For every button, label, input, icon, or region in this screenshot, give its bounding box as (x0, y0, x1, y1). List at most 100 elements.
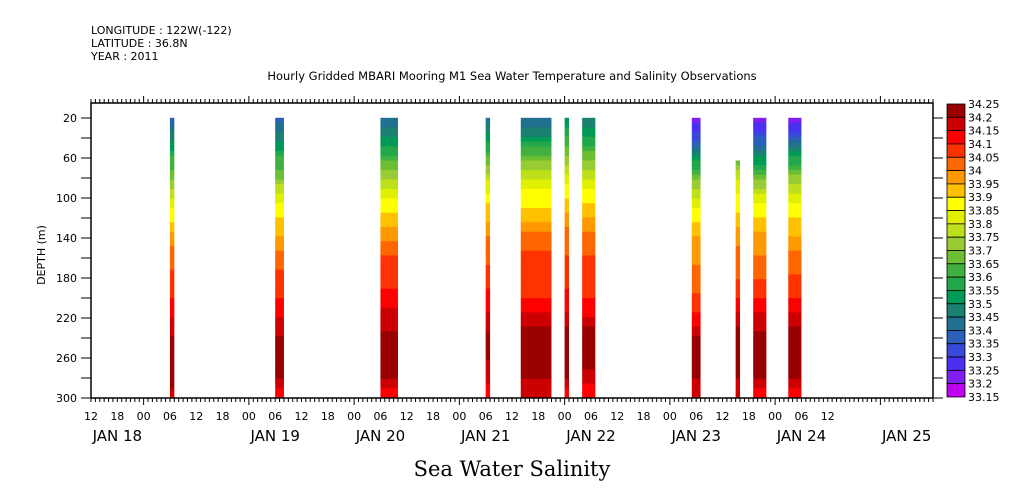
salinity-cell (735, 378, 741, 385)
x-hour-tick-label: 12 (505, 410, 519, 423)
salinity-cell (582, 207, 596, 214)
salinity-cell (380, 317, 398, 323)
salinity-cell (169, 250, 175, 256)
salinity-cell (169, 146, 175, 152)
x-hour-tick-label: 12 (295, 410, 309, 423)
colorbar-legend: 34.2534.234.1534.134.053433.9533.933.853… (946, 98, 1000, 404)
salinity-cell (735, 250, 741, 256)
salinity-cell (735, 307, 741, 313)
salinity-cell (520, 355, 552, 361)
salinity-cell (520, 231, 552, 237)
salinity-cell (275, 255, 284, 261)
salinity-cell (735, 326, 741, 332)
salinity-cell (753, 241, 767, 247)
salinity-cell (169, 393, 175, 399)
y-axis-label: DEPTH (m) (35, 225, 48, 285)
salinity-cell (380, 226, 398, 233)
salinity-cell (753, 312, 767, 318)
observation-segment (788, 117, 802, 399)
x-hour-tick-label: 06 (584, 410, 598, 423)
salinity-cell (788, 132, 802, 138)
salinity-cell (275, 317, 284, 323)
salinity-cell (735, 203, 741, 209)
salinity-cell (753, 231, 767, 237)
salinity-cell (735, 188, 741, 195)
salinity-cell (753, 165, 767, 171)
salinity-cell (485, 340, 491, 347)
salinity-cell (169, 165, 175, 171)
salinity-cell (169, 188, 175, 195)
salinity-cell (485, 283, 491, 290)
salinity-cell (169, 245, 175, 252)
salinity-cell (169, 350, 175, 356)
salinity-cell (520, 260, 552, 266)
salinity-cell (788, 160, 802, 166)
salinity-cell (753, 184, 767, 190)
salinity-cell (485, 117, 491, 124)
salinity-cell (520, 326, 552, 332)
salinity-cell (380, 127, 398, 133)
salinity-cell (564, 184, 570, 190)
salinity-cell (753, 170, 767, 176)
x-date-label: JAN 18 (92, 427, 143, 445)
salinity-cell (380, 160, 398, 166)
salinity-cell (582, 279, 596, 285)
salinity-cell (582, 321, 596, 328)
salinity-cell (485, 378, 491, 385)
salinity-cell (169, 369, 175, 375)
salinity-cell (520, 269, 552, 275)
salinity-cell (520, 336, 552, 342)
y-tick-label: 20 (63, 112, 77, 125)
salinity-cell (564, 222, 570, 228)
salinity-cell (564, 388, 570, 394)
salinity-cell (691, 193, 701, 199)
salinity-cell (691, 117, 701, 124)
salinity-cell (691, 269, 701, 275)
colorbar-label: 33.15 (968, 391, 1000, 404)
colorbar-swatch (946, 116, 966, 132)
salinity-cell (691, 274, 701, 280)
colorbar-swatch (946, 330, 966, 345)
salinity-cell (735, 364, 741, 370)
salinity-cell (485, 350, 491, 356)
salinity-cell (691, 236, 701, 242)
salinity-cell (753, 374, 767, 380)
salinity-cell (691, 326, 701, 332)
salinity-cell (564, 298, 570, 304)
salinity-cell (753, 122, 767, 128)
salinity-cell (275, 378, 284, 385)
colorbar-swatch (946, 196, 966, 211)
salinity-cell (520, 117, 552, 124)
salinity-cell (564, 174, 570, 180)
salinity-cell (564, 369, 570, 375)
colorbar-swatch (946, 130, 966, 145)
salinity-cell (735, 336, 741, 342)
x-hour-tick-label: 12 (84, 410, 98, 423)
salinity-cell (169, 151, 175, 157)
salinity-cell (169, 383, 175, 389)
salinity-cell (564, 274, 570, 280)
salinity-cell (753, 364, 767, 370)
salinity-cell (275, 122, 284, 128)
salinity-cell (788, 374, 802, 380)
colorbar-label: 33.7 (968, 245, 993, 258)
salinity-cell (485, 241, 491, 247)
salinity-cell (564, 378, 570, 385)
x-hour-tick-label: 00 (558, 410, 572, 423)
salinity-cell (564, 326, 570, 332)
salinity-cell (753, 136, 767, 143)
salinity-cell (691, 146, 701, 152)
x-hour-tick-label: 06 (163, 410, 177, 423)
y-tick-label: 180 (56, 272, 77, 285)
salinity-cell (380, 241, 398, 247)
salinity-cell (753, 279, 767, 285)
salinity-cell (735, 193, 741, 199)
y-tick-label: 260 (56, 352, 77, 365)
salinity-cell (169, 198, 175, 204)
salinity-cell (753, 117, 767, 124)
salinity-cell (169, 222, 175, 228)
salinity-cell (380, 293, 398, 299)
salinity-cell (735, 312, 741, 318)
salinity-cell (275, 231, 284, 237)
